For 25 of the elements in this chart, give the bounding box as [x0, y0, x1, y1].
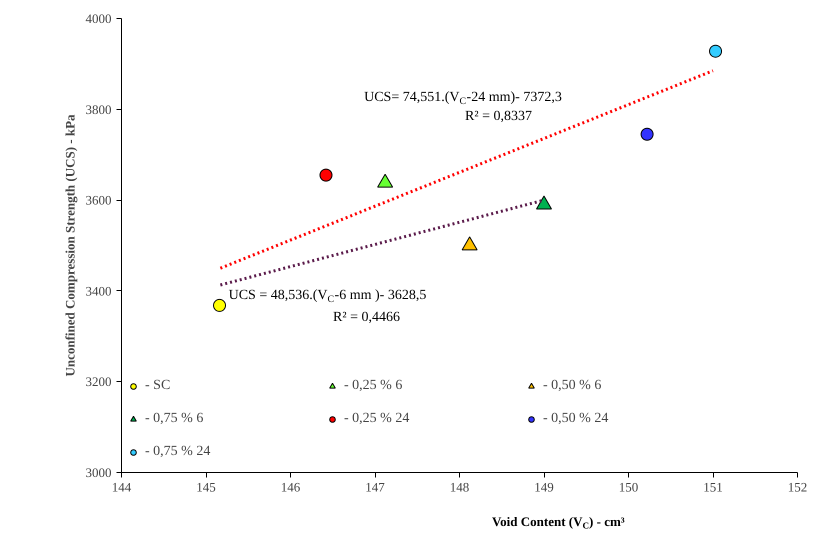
legend-label: - 0,25 % 24 [344, 411, 410, 427]
x-tick-label: 151 [703, 480, 723, 494]
legend-label: - 0,50 % 6 [543, 378, 602, 394]
annotation: R² = 0,4466 [333, 310, 400, 325]
y-tick-label: 3000 [86, 465, 112, 480]
legend-label: - 0,25 % 6 [344, 378, 404, 394]
legend-label: - 0,75 % 6 [145, 411, 204, 427]
x-tick-label: 144 [112, 480, 132, 494]
x-tick-label: 148 [450, 480, 470, 494]
y-tick-label: 3600 [86, 192, 112, 208]
legend-label: - SC [145, 378, 172, 394]
y-tick-label: 3400 [86, 283, 112, 298]
y-tick-label: 4000 [86, 11, 112, 26]
y-axis-title: Unconfined Compression Strength (UCS) - kPa [62, 114, 78, 377]
x-tick-label: 152 [788, 480, 808, 494]
x-tick-label: 147 [365, 480, 386, 494]
x-tick-label: 145 [196, 480, 216, 494]
x-tick-label: 149 [534, 480, 554, 494]
y-tick-label: 3800 [86, 102, 112, 117]
legend-label: - 0,50 % 24 [543, 411, 610, 427]
legend-label: - 0,75 % 24 [145, 444, 212, 460]
x-tick-label: 150 [618, 480, 638, 494]
annotation: R² = 0,8337 [465, 109, 532, 124]
x-tick-label: 146 [280, 480, 301, 494]
y-tick-label: 3200 [86, 374, 112, 390]
